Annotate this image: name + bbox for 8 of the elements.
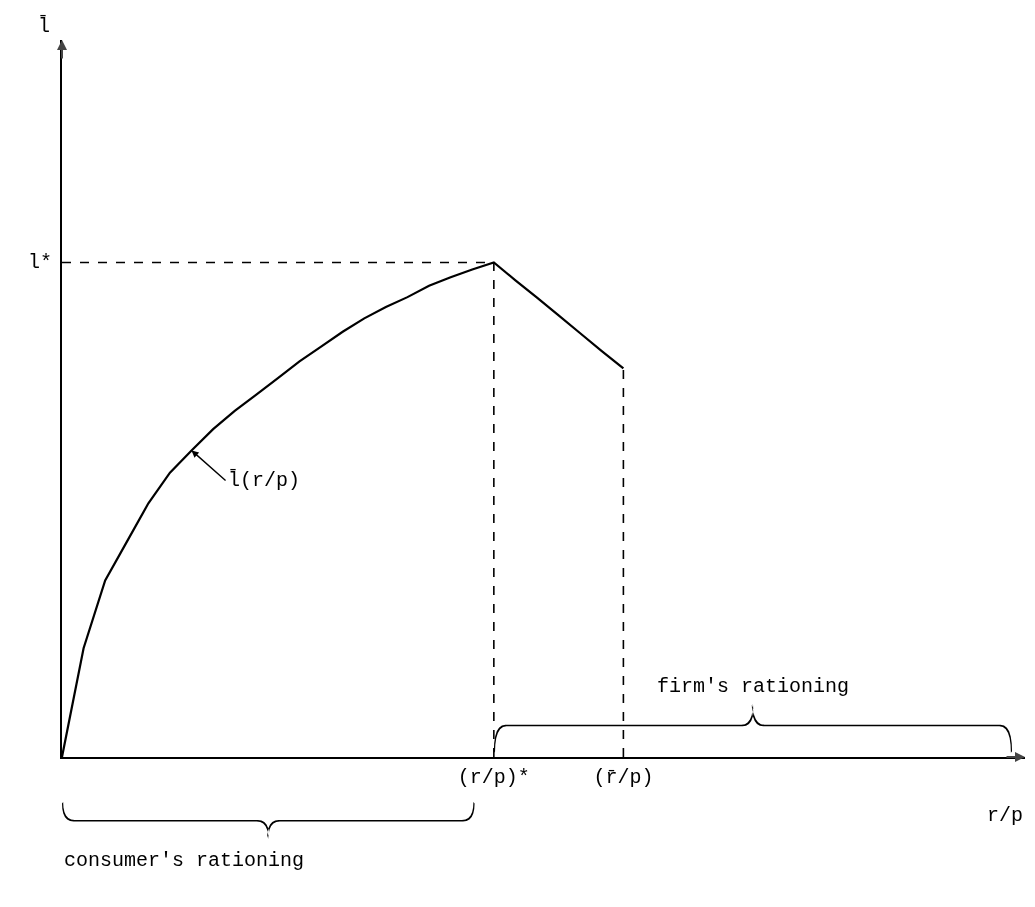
x-axis-title: r/p [987,804,1024,827]
annotation: firm's rationing [657,675,850,698]
text: consumer's rationing [64,849,305,872]
series-label: l̄(r/p) [228,468,301,493]
ref-line-label: l* [28,251,53,274]
text: l̄ [38,14,51,39]
x-tick-label: (r/p)* [457,766,530,789]
x-tick-label: (r̄/p) [593,766,654,789]
